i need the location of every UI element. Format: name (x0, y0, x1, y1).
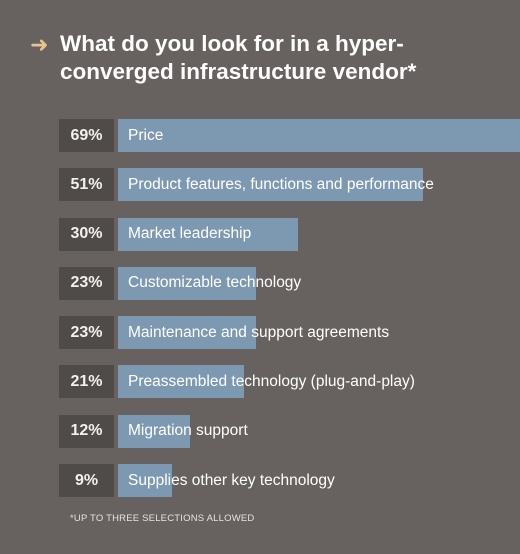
bar-row: 51% Product features, functions and perfo… (59, 168, 499, 202)
bar-row: 9% Supplies other key technology (59, 464, 499, 498)
bar (118, 414, 190, 448)
value-label: 23% (59, 316, 114, 350)
bar (118, 316, 256, 350)
category-label: Supplies other key technology (128, 471, 335, 489)
title-line-2: converged infrastructure vendor* (60, 59, 417, 84)
value-label: 69% (59, 119, 114, 152)
bar-chart: 69% Price 51% Product features, functions a… (59, 119, 520, 513)
category-label: Price (128, 126, 164, 144)
bar-row: 69% Price (59, 119, 520, 152)
title-block: ➜ What do you look for in a hyper-conver… (30, 30, 500, 86)
bar-row: 23% Maintenance and support agreements (59, 316, 499, 350)
value-label: 21% (59, 365, 114, 399)
category-label: Migration support (128, 422, 248, 440)
title-line-1: What do you look for in a hyper- (60, 31, 404, 56)
chart-title: What do you look for in a hyper-converge… (30, 30, 500, 86)
bar (118, 168, 424, 202)
value-label: 23% (59, 266, 114, 300)
bar-row: 30% Market leadership (59, 217, 499, 251)
bar-row: 23% Customizable technology (59, 266, 499, 300)
footnote: *UP TO THREE SELECTIONS ALLOWED (70, 513, 255, 524)
bar (118, 266, 256, 300)
category-label: Customizable technology (128, 274, 302, 292)
bar-row: 21% Preassembled technology (plug-and-pla… (59, 365, 499, 399)
category-label: Preassembled technology (plug-and-play) (128, 372, 415, 390)
category-label: Market leadership (128, 225, 252, 243)
value-label: 51% (59, 168, 114, 202)
bar (118, 217, 298, 251)
value-label: 9% (59, 464, 114, 498)
value-label: 30% (59, 217, 114, 251)
arrow-right-icon: ➜ (30, 32, 49, 57)
bar-row: 12% Migration support (59, 414, 499, 448)
category-label: Product features, functions and performa… (128, 175, 434, 193)
value-label: 12% (59, 414, 114, 448)
bar (118, 464, 172, 498)
bar (118, 119, 520, 152)
bar (118, 365, 244, 399)
category-label: Maintenance and support agreements (128, 323, 390, 341)
